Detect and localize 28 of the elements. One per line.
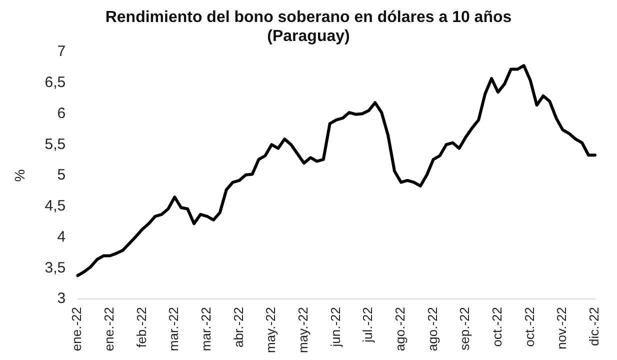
y-tick-label: 7 xyxy=(57,43,66,60)
y-tick-label: 5 xyxy=(57,166,66,184)
x-tick-label: ene.-22 xyxy=(69,307,84,352)
x-tick-label: mar.-22 xyxy=(198,307,214,352)
x-tick-label: oct.-22 xyxy=(522,307,537,347)
x-tick-label: jul.-22 xyxy=(360,307,376,344)
y-tick-label: 4 xyxy=(57,228,66,246)
y-tick-label: 3 xyxy=(57,290,66,308)
x-tick-label: jun.-22 xyxy=(328,307,343,348)
y-tick-label: 3,5 xyxy=(44,259,66,276)
x-tick-label: sep.-22 xyxy=(457,307,472,350)
x-tick-label: dic.-22 xyxy=(586,307,602,346)
x-tick-label: mar.-22 xyxy=(166,307,182,352)
y-tick-label: 4,5 xyxy=(44,198,66,215)
x-tick-label: may.-22 xyxy=(263,307,278,354)
x-tick-label: ago.-22 xyxy=(424,307,440,352)
x-tick-label: may.-22 xyxy=(296,307,311,354)
x-tick-label: nov.-22 xyxy=(554,307,570,350)
x-tick-label: ago.-22 xyxy=(392,307,408,352)
y-axis-title: % xyxy=(11,169,28,182)
chart-title: Rendimiento del bono soberano en dólares a 10 años (Paraguay) xyxy=(105,9,512,45)
x-tick-label: ene.-22 xyxy=(102,307,117,352)
y-tick-label: 6 xyxy=(57,104,66,122)
x-tick-label: feb.-22 xyxy=(134,307,149,348)
y-tick-label: 5,5 xyxy=(44,136,66,153)
x-tick-label: oct.-22 xyxy=(490,307,505,347)
x-tick-label: abr.-22 xyxy=(230,307,246,348)
y-tick-label: 6,5 xyxy=(44,74,66,92)
